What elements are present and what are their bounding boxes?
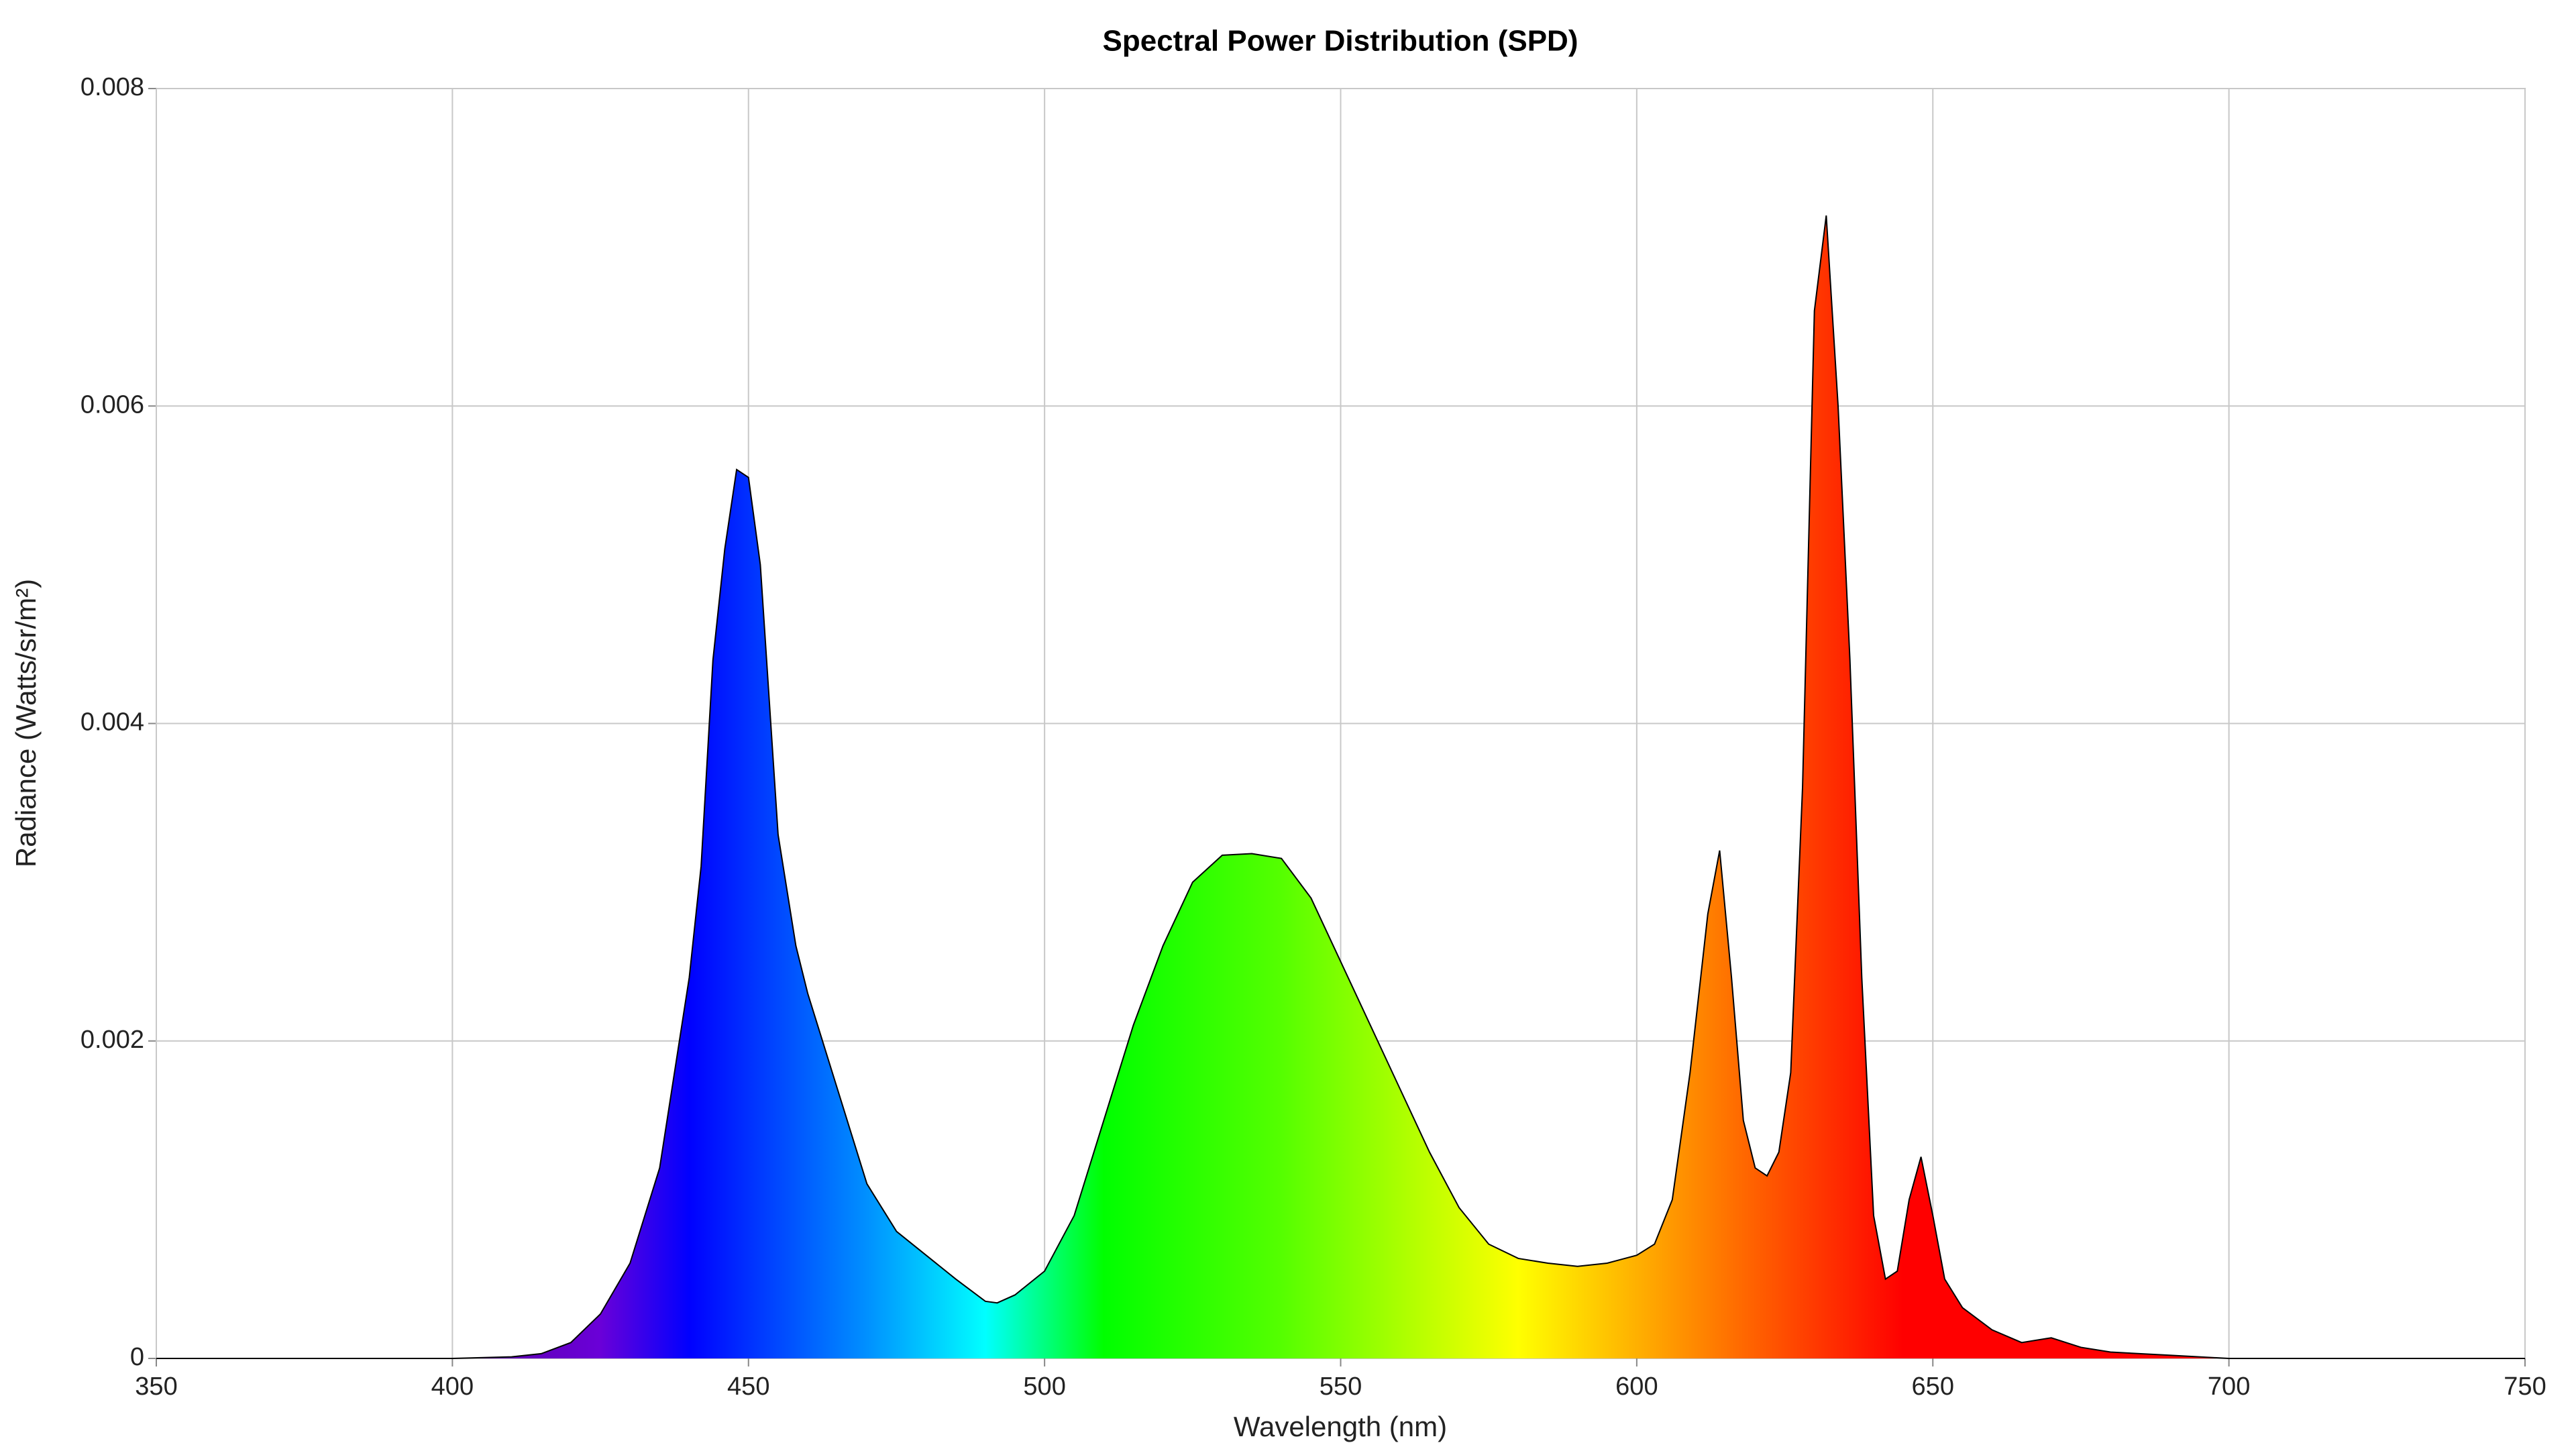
chart-title: Spectral Power Distribution (SPD) (1103, 25, 1578, 58)
x-tick-label: 550 (1320, 1373, 1362, 1401)
x-tick-label: 600 (1615, 1373, 1658, 1401)
x-tick-label: 400 (431, 1373, 474, 1401)
y-axis-label: Radiance (Watts/sr/m²) (10, 579, 42, 867)
x-tick-label: 700 (2208, 1373, 2250, 1401)
spectrum-area (156, 215, 2525, 1358)
x-tick-label: 500 (1023, 1373, 1065, 1401)
spectrum-line (156, 215, 2525, 1359)
y-tick-label: 0.006 (80, 390, 144, 419)
y-tick-label: 0.008 (80, 73, 144, 101)
x-tick-label: 450 (727, 1373, 769, 1401)
x-axis-label: Wavelength (nm) (1234, 1411, 1447, 1442)
y-tick-label: 0.004 (80, 708, 144, 737)
y-tick-label: 0 (130, 1343, 144, 1371)
x-tick-label: 750 (2504, 1373, 2546, 1401)
x-tick-label: 650 (1912, 1373, 1954, 1401)
x-tick-label: 350 (135, 1373, 177, 1401)
y-tick-label: 0.002 (80, 1026, 144, 1054)
